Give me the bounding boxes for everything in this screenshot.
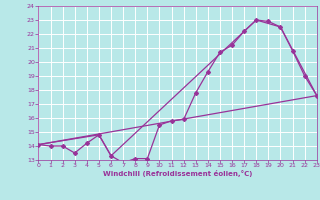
X-axis label: Windchill (Refroidissement éolien,°C): Windchill (Refroidissement éolien,°C) [103,170,252,177]
